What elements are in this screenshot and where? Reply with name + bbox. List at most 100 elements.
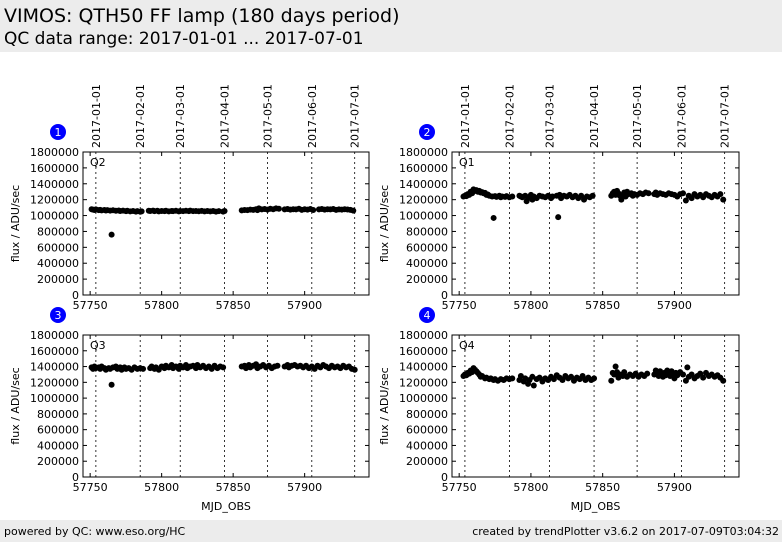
data-point — [138, 208, 145, 215]
date-tick-label: 2017-07-01 — [349, 84, 362, 148]
y-tick-label: 0 — [72, 471, 79, 484]
panel-label: Q2 — [90, 156, 106, 169]
y-tick-label: 1800000 — [399, 329, 448, 342]
data-point — [530, 382, 537, 389]
chart-area: 0200000400000600000800000100000012000001… — [9, 84, 740, 513]
date-tick-label: 2017-02-01 — [134, 84, 147, 148]
data-point — [108, 231, 115, 238]
data-point — [509, 375, 516, 382]
y-tick-label: 1400000 — [30, 361, 79, 374]
y-tick-label: 200000 — [406, 455, 448, 468]
data-point — [140, 365, 147, 372]
data-point — [680, 190, 687, 197]
x-tick-label: 57900 — [657, 481, 692, 494]
y-tick-label: 200000 — [37, 455, 79, 468]
plot-frame — [451, 151, 740, 296]
footer-credit: powered by QC: www.eso.org/HC — [4, 525, 186, 538]
data-point — [350, 207, 357, 214]
panel-number-badge — [50, 307, 66, 323]
y-axis-label: flux / ADU/sec — [9, 185, 22, 262]
y-tick-label: 1200000 — [399, 376, 448, 389]
panel-number-badge — [50, 124, 66, 140]
x-tick-label: 57750 — [442, 299, 477, 312]
data-point — [618, 196, 625, 203]
date-tick-label: 2017-05-01 — [631, 84, 644, 148]
panel-1: 0 200000 400000 600000 800000 1000000 1200000 1… — [9, 84, 370, 312]
y-tick-label: 600000 — [406, 241, 448, 254]
data-point — [645, 190, 652, 197]
plot-frame — [451, 334, 740, 478]
x-tick-label: 57800 — [144, 299, 179, 312]
footer-created-by: created by trendPlotter v3.6.2 on 2017-0… — [472, 525, 779, 538]
date-tick-label: 2017-07-01 — [719, 84, 732, 148]
plot-frame — [82, 334, 370, 478]
data-point — [720, 196, 727, 203]
x-tick-label: 57850 — [585, 299, 620, 312]
x-tick-label: 57800 — [144, 481, 179, 494]
y-tick-label: 400000 — [406, 257, 448, 270]
y-axis-label: flux / ADU/sec — [378, 185, 391, 262]
panel-number: 1 — [55, 126, 62, 139]
y-tick-label: 1400000 — [399, 178, 448, 191]
data-point — [555, 214, 562, 221]
footer-bar: powered by QC: www.eso.org/HC created by… — [0, 520, 782, 542]
date-tick-label: 2017-03-01 — [174, 84, 187, 148]
data-point — [275, 205, 282, 212]
data-point — [700, 374, 707, 381]
y-tick-label: 800000 — [37, 225, 79, 238]
data-point — [684, 364, 691, 371]
x-tick-label: 57850 — [216, 481, 251, 494]
x-tick-label: 57850 — [585, 481, 620, 494]
date-tick-label: 2017-06-01 — [306, 84, 319, 148]
data-point — [621, 369, 628, 376]
panel-number: 3 — [55, 309, 62, 322]
panel-number: 4 — [424, 309, 431, 322]
data-point — [221, 207, 228, 214]
page-title: VIMOS: QTH50 FF lamp (180 days period) — [4, 5, 400, 27]
y-tick-label: 200000 — [37, 273, 79, 286]
y-tick-label: 1600000 — [399, 345, 448, 358]
panel-4: 0 200000 400000 600000 800000 1000000 1200000 1… — [378, 307, 740, 513]
y-tick-label: 400000 — [406, 439, 448, 452]
y-tick-label: 1800000 — [30, 329, 79, 342]
data-point — [608, 377, 615, 384]
y-tick-label: 800000 — [406, 225, 448, 238]
x-axis-label: MJD_OBS — [571, 500, 621, 513]
date-tick-label: 2017-04-01 — [219, 84, 232, 148]
y-tick-label: 1400000 — [399, 361, 448, 374]
data-point — [509, 193, 516, 200]
y-tick-label: 1200000 — [30, 376, 79, 389]
panel-label: Q3 — [90, 339, 106, 352]
panel-3: 0 200000 400000 600000 800000 1000000 1200000 1… — [9, 307, 370, 513]
y-tick-label: 1000000 — [30, 392, 79, 405]
panel-label: Q4 — [459, 339, 475, 352]
y-tick-label: 200000 — [406, 273, 448, 286]
x-tick-label: 57750 — [442, 481, 477, 494]
plot-frame — [82, 151, 370, 296]
data-point — [351, 366, 358, 373]
panel-label: Q1 — [459, 156, 475, 169]
y-tick-label: 1400000 — [30, 178, 79, 191]
data-point — [591, 375, 598, 382]
date-tick-label: 2017-02-01 — [503, 84, 516, 148]
y-tick-label: 1000000 — [399, 392, 448, 405]
data-point — [490, 214, 497, 221]
panel-number: 2 — [424, 126, 431, 139]
y-tick-label: 0 — [441, 471, 448, 484]
y-tick-label: 600000 — [406, 424, 448, 437]
data-point — [589, 192, 596, 199]
data-point — [310, 206, 317, 213]
data-point — [215, 208, 222, 215]
y-tick-label: 1600000 — [30, 162, 79, 175]
header-bar: VIMOS: QTH50 FF lamp (180 days period) Q… — [0, 0, 782, 52]
y-tick-label: 1000000 — [30, 210, 79, 223]
y-tick-label: 1200000 — [30, 194, 79, 207]
y-tick-label: 800000 — [406, 408, 448, 421]
x-tick-label: 57900 — [287, 299, 322, 312]
panel-number-badge — [419, 307, 435, 323]
x-tick-label: 57750 — [73, 481, 108, 494]
data-point — [612, 363, 619, 370]
date-tick-label: 2017-01-01 — [90, 84, 103, 148]
y-tick-label: 400000 — [37, 439, 79, 452]
y-tick-label: 1800000 — [399, 146, 448, 159]
